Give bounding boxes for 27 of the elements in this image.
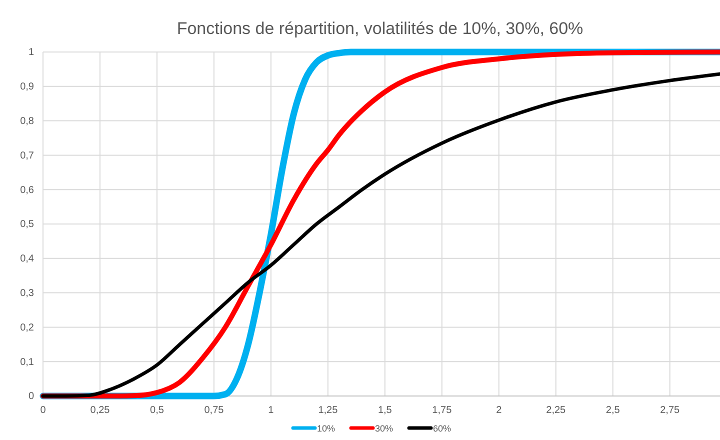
x-tick-label: 2,25 — [546, 405, 566, 416]
x-tick-label: 1,5 — [378, 405, 392, 416]
x-tick-label: 0,5 — [150, 405, 164, 416]
y-tick-label: 0,2 — [20, 322, 34, 334]
x-tick-label: 0,75 — [204, 405, 224, 416]
legend-label: 30% — [375, 424, 394, 434]
y-tick-label: 0,4 — [20, 254, 34, 265]
y-tick-label: 0,7 — [20, 150, 34, 162]
x-tick-label: 2 — [496, 405, 502, 416]
legend-label: 60% — [433, 424, 452, 434]
y-tick-label: 0,9 — [20, 82, 34, 93]
x-tick-label: 0,25 — [90, 405, 110, 416]
legend-label: 10% — [317, 424, 336, 434]
y-tick-label: 0 — [28, 391, 34, 402]
y-tick-label: 0,5 — [20, 219, 34, 230]
y-tick-label: 0,6 — [20, 184, 34, 196]
y-tick-label: 0,3 — [20, 288, 34, 299]
y-tick-label: 1 — [28, 47, 34, 58]
x-tick-label: 2,5 — [606, 405, 620, 416]
x-tick-label: 0 — [40, 405, 46, 416]
chart-title: Fonctions de répartition, volatilités de 10%, 30%, 60% — [176, 19, 584, 38]
x-tick-label: 1 — [268, 405, 274, 416]
x-tick-label: 2,75 — [660, 405, 680, 416]
y-tick-label: 0,1 — [20, 356, 34, 368]
y-tick-label: 0,8 — [20, 116, 34, 127]
x-tick-label: 1,75 — [432, 405, 452, 416]
x-tick-label: 1,25 — [318, 405, 338, 416]
